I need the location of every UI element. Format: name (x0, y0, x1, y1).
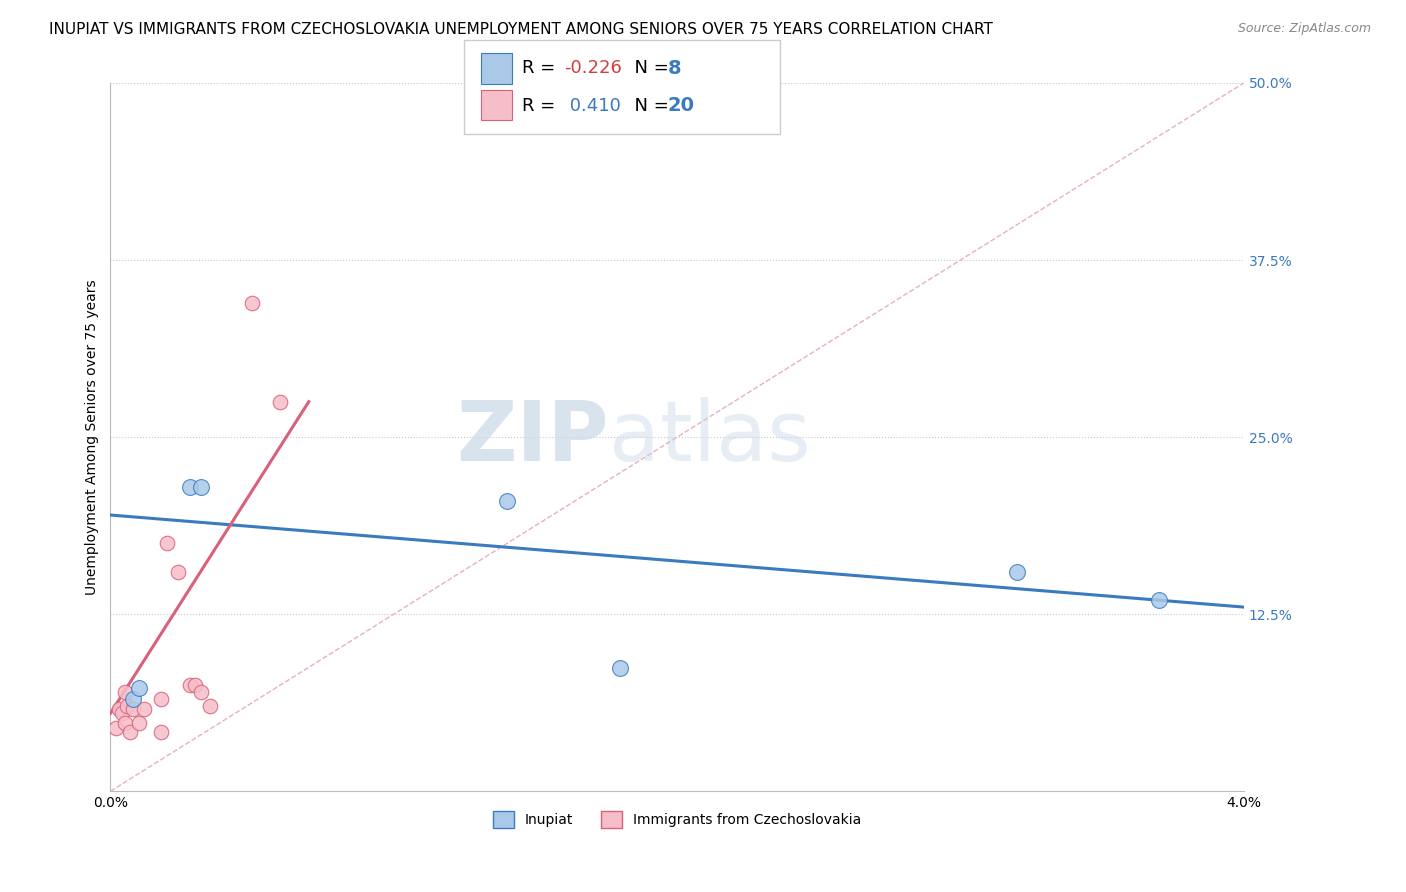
Point (128, 681, 150, 695)
Point (156, 536, 179, 550)
Point (1147, 593, 1170, 607)
Point (111, 706, 134, 721)
Y-axis label: Unemployment Among Seniors over 75 years: Unemployment Among Seniors over 75 years (86, 279, 100, 595)
Point (150, 724, 173, 739)
Point (269, 394, 291, 409)
Text: atlas: atlas (609, 397, 811, 477)
Text: 20: 20 (668, 96, 695, 115)
Point (190, 480, 212, 494)
Point (114, 685, 136, 699)
Text: 0.410: 0.410 (564, 96, 620, 114)
Text: ZIP: ZIP (457, 397, 609, 477)
Point (240, 295, 263, 310)
Point (190, 685, 212, 699)
Text: 8: 8 (668, 59, 682, 78)
Point (128, 716, 150, 731)
Point (134, 702, 156, 716)
Point (117, 699, 139, 714)
Text: N =: N = (623, 96, 675, 114)
Legend: Inupiat, Immigrants from Czechoslovakia: Inupiat, Immigrants from Czechoslovakia (488, 805, 868, 834)
Point (120, 724, 142, 739)
Point (108, 702, 131, 716)
Text: R =: R = (522, 96, 561, 114)
Text: INUPIAT VS IMMIGRANTS FROM CZECHOSLOVAKIA UNEMPLOYMENT AMONG SENIORS OVER 75 YEA: INUPIAT VS IMMIGRANTS FROM CZECHOSLOVAKI… (49, 22, 993, 37)
Point (114, 716, 136, 731)
Point (496, 493, 519, 508)
Text: -0.226: -0.226 (564, 60, 621, 78)
Point (609, 661, 631, 675)
Point (179, 678, 201, 692)
Point (167, 565, 190, 579)
Text: N =: N = (623, 60, 675, 78)
Point (184, 678, 207, 692)
Point (150, 692, 173, 706)
Point (198, 699, 221, 714)
Point (1005, 565, 1028, 579)
Text: R =: R = (522, 60, 561, 78)
Point (179, 480, 201, 494)
Point (105, 721, 128, 735)
Point (122, 702, 145, 716)
Point (122, 692, 145, 706)
Text: Source: ZipAtlas.com: Source: ZipAtlas.com (1237, 22, 1371, 36)
